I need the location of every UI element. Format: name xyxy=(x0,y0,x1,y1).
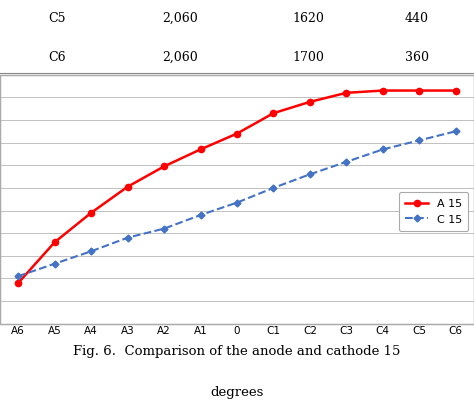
Text: 440: 440 xyxy=(405,12,429,25)
C 15 xyxy=(52,261,57,266)
C 15 xyxy=(453,129,459,134)
Text: 1620: 1620 xyxy=(292,12,324,25)
C 15 xyxy=(198,212,203,217)
C 15 xyxy=(417,138,422,143)
Text: 2,060: 2,060 xyxy=(162,12,198,25)
Text: C6: C6 xyxy=(48,51,66,64)
Text: 2,060: 2,060 xyxy=(162,51,198,64)
C 15 xyxy=(161,226,167,231)
C 15 xyxy=(271,186,276,190)
A 15 xyxy=(380,88,386,93)
C 15 xyxy=(15,273,21,278)
A 15 xyxy=(198,147,203,152)
C 15 xyxy=(88,249,94,254)
C 15 xyxy=(344,159,349,164)
A 15 xyxy=(307,99,313,104)
C 15 xyxy=(380,147,386,152)
A 15 xyxy=(52,240,57,245)
Text: C5: C5 xyxy=(48,12,65,25)
Line: C 15: C 15 xyxy=(16,129,458,278)
C 15 xyxy=(125,235,130,240)
A 15 xyxy=(88,210,94,215)
Text: 1700: 1700 xyxy=(292,51,324,64)
Text: 360: 360 xyxy=(405,51,429,64)
A 15 xyxy=(234,131,240,136)
A 15 xyxy=(15,281,21,286)
C 15 xyxy=(234,200,240,205)
A 15 xyxy=(417,88,422,93)
Legend: A 15, C 15: A 15, C 15 xyxy=(399,192,468,231)
A 15 xyxy=(125,184,130,189)
Text: Fig. 6.  Comparison of the anode and cathode 15: Fig. 6. Comparison of the anode and cath… xyxy=(73,344,401,358)
Text: degrees: degrees xyxy=(210,386,264,399)
A 15 xyxy=(453,88,459,93)
A 15 xyxy=(271,111,276,116)
A 15 xyxy=(161,164,167,169)
C 15 xyxy=(307,172,313,177)
Line: A 15: A 15 xyxy=(15,88,459,286)
A 15 xyxy=(344,90,349,95)
